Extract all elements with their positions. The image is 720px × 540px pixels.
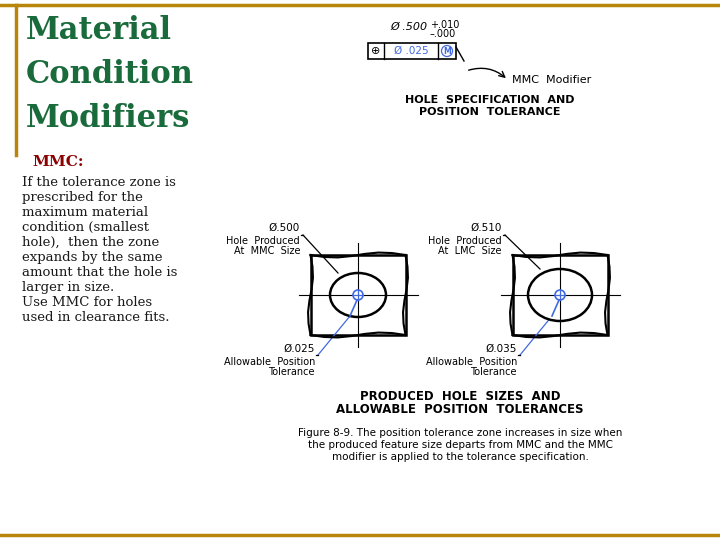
Text: condition (smallest: condition (smallest bbox=[22, 221, 149, 234]
Text: +.010: +.010 bbox=[430, 20, 459, 30]
Text: larger in size.: larger in size. bbox=[22, 281, 114, 294]
Text: M: M bbox=[443, 46, 451, 56]
Text: Hole  Produced: Hole Produced bbox=[428, 236, 502, 246]
Text: Figure 8-9. The position tolerance zone increases in size when: Figure 8-9. The position tolerance zone … bbox=[298, 428, 622, 438]
Text: Ø.500: Ø.500 bbox=[269, 223, 300, 233]
Text: expands by the same: expands by the same bbox=[22, 251, 163, 264]
Text: Hole  Produced: Hole Produced bbox=[226, 236, 300, 246]
Text: Ø.025: Ø.025 bbox=[284, 344, 315, 354]
Text: Tolerance: Tolerance bbox=[269, 367, 315, 377]
Text: PRODUCED  HOLE  SIZES  AND: PRODUCED HOLE SIZES AND bbox=[360, 390, 560, 403]
Text: prescribed for the: prescribed for the bbox=[22, 191, 143, 204]
Text: If the tolerance zone is: If the tolerance zone is bbox=[22, 176, 176, 189]
Text: hole),  then the zone: hole), then the zone bbox=[22, 236, 159, 249]
Bar bbox=[368, 43, 456, 59]
Text: Ø .500: Ø .500 bbox=[390, 22, 427, 32]
Circle shape bbox=[441, 45, 452, 57]
Text: MMC  Modifier: MMC Modifier bbox=[512, 75, 591, 85]
Text: MMC:: MMC: bbox=[32, 155, 84, 169]
Text: At  MMC  Size: At MMC Size bbox=[233, 246, 300, 256]
Text: the produced feature size departs from MMC and the MMC: the produced feature size departs from M… bbox=[307, 440, 613, 450]
Text: amount that the hole is: amount that the hole is bbox=[22, 266, 177, 279]
Text: Condition: Condition bbox=[26, 59, 194, 90]
Text: At  LMC  Size: At LMC Size bbox=[438, 246, 502, 256]
Text: modifier is applied to the tolerance specification.: modifier is applied to the tolerance spe… bbox=[332, 452, 588, 462]
Text: Allowable  Position: Allowable Position bbox=[426, 357, 517, 367]
Circle shape bbox=[555, 290, 565, 300]
Text: ⊕: ⊕ bbox=[372, 46, 381, 56]
Text: used in clearance fits.: used in clearance fits. bbox=[22, 311, 169, 324]
Text: Ø.035: Ø.035 bbox=[485, 344, 517, 354]
Text: Ø.510: Ø.510 bbox=[471, 223, 502, 233]
Text: Ø .025: Ø .025 bbox=[394, 46, 428, 56]
Circle shape bbox=[353, 290, 363, 300]
Text: maximum material: maximum material bbox=[22, 206, 148, 219]
Text: Modifiers: Modifiers bbox=[26, 103, 190, 134]
Text: HOLE  SPECIFICATION  AND: HOLE SPECIFICATION AND bbox=[405, 95, 575, 105]
Text: Use MMC for holes: Use MMC for holes bbox=[22, 296, 152, 309]
Text: Tolerance: Tolerance bbox=[470, 367, 517, 377]
Ellipse shape bbox=[330, 273, 386, 317]
Bar bbox=[513, 255, 608, 335]
Text: ALLOWABLE  POSITION  TOLERANCES: ALLOWABLE POSITION TOLERANCES bbox=[336, 403, 584, 416]
Ellipse shape bbox=[528, 269, 592, 321]
Text: POSITION  TOLERANCE: POSITION TOLERANCE bbox=[419, 107, 561, 117]
Bar bbox=[310, 255, 405, 335]
Text: –.000: –.000 bbox=[430, 29, 456, 39]
Text: Allowable  Position: Allowable Position bbox=[224, 357, 315, 367]
Text: Material: Material bbox=[26, 15, 172, 46]
